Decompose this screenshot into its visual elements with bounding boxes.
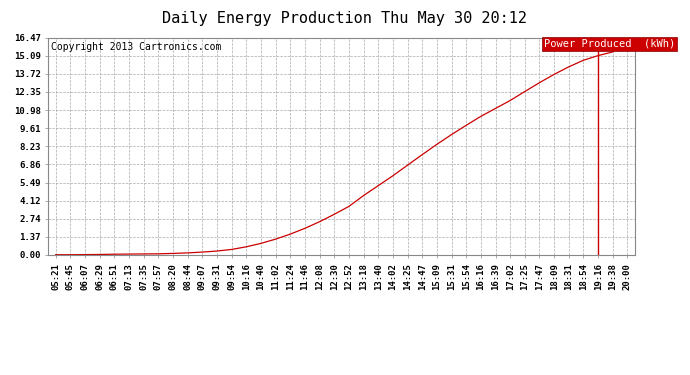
Text: Power Produced  (kWh): Power Produced (kWh) — [544, 39, 675, 49]
Text: Daily Energy Production Thu May 30 20:12: Daily Energy Production Thu May 30 20:12 — [163, 11, 527, 26]
Text: Copyright 2013 Cartronics.com: Copyright 2013 Cartronics.com — [51, 42, 221, 52]
